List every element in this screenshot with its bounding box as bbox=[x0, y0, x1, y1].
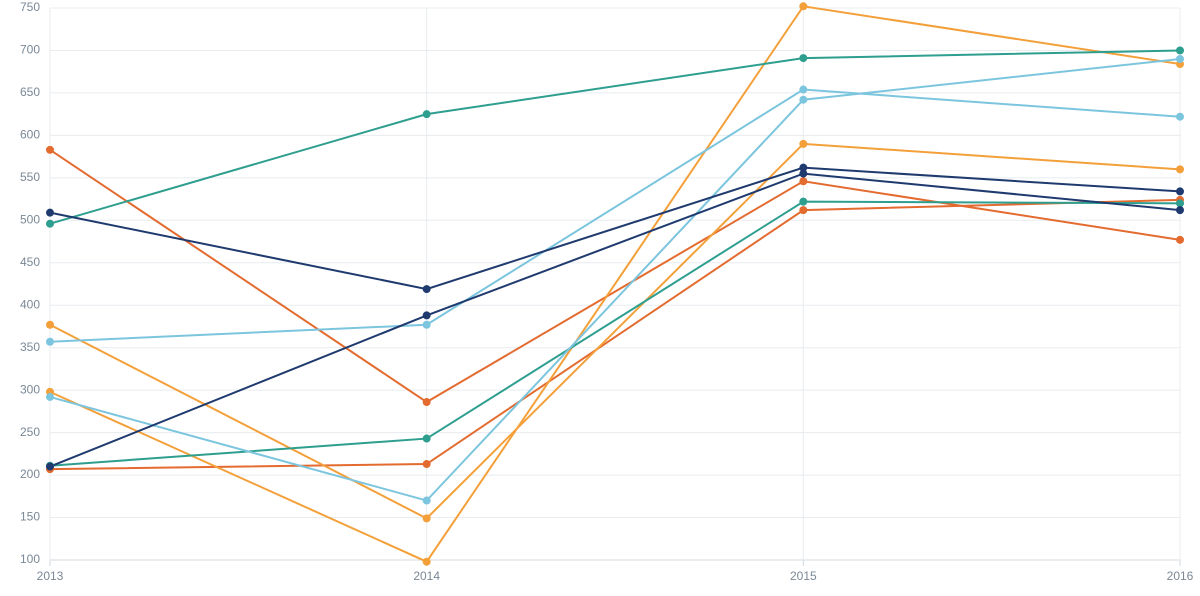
x-tick-label: 2013 bbox=[37, 569, 64, 583]
y-tick-label: 400 bbox=[20, 297, 40, 311]
y-tick-label: 250 bbox=[20, 425, 40, 439]
x-tick-label: 2015 bbox=[790, 569, 817, 583]
y-tick-label: 650 bbox=[20, 85, 40, 99]
y-tick-label: 300 bbox=[20, 382, 40, 396]
series-point-5-2 bbox=[799, 198, 807, 206]
y-tick-label: 450 bbox=[20, 255, 40, 269]
series-point-0-3 bbox=[1176, 236, 1184, 244]
series-point-4-2 bbox=[799, 54, 807, 62]
y-tick-label: 600 bbox=[20, 128, 40, 142]
y-tick-label: 200 bbox=[20, 467, 40, 481]
series-line-6 bbox=[50, 90, 1180, 342]
series-line-7 bbox=[50, 59, 1180, 501]
y-tick-label: 750 bbox=[20, 0, 40, 14]
y-tick-label: 500 bbox=[20, 212, 40, 226]
series-line-8 bbox=[50, 168, 1180, 289]
series-lines bbox=[50, 6, 1180, 561]
series-point-6-3 bbox=[1176, 113, 1184, 121]
y-tick-label: 550 bbox=[20, 170, 40, 184]
y-tick-label: 700 bbox=[20, 43, 40, 57]
series-point-0-2 bbox=[799, 177, 807, 185]
x-tick-label: 2016 bbox=[1167, 569, 1194, 583]
series-point-4-0 bbox=[46, 220, 54, 228]
series-line-2 bbox=[50, 144, 1180, 519]
series-point-3-2 bbox=[799, 2, 807, 10]
series-point-9-0 bbox=[46, 463, 54, 471]
chart-canvas: 100 150 200 250 300 350 400 450 500 550 600 650 700 7… bbox=[0, 0, 1200, 596]
series-point-6-0 bbox=[46, 338, 54, 346]
series-point-9-3 bbox=[1176, 206, 1184, 214]
series-point-8-0 bbox=[46, 209, 54, 217]
series-point-3-1 bbox=[423, 558, 431, 566]
series-point-7-3 bbox=[1176, 55, 1184, 63]
x-tick-label: 2014 bbox=[413, 569, 440, 583]
series-point-5-1 bbox=[423, 435, 431, 443]
line-chart: 100 150 200 250 300 350 400 450 500 550 600 650 700 7… bbox=[0, 0, 1200, 596]
series-point-7-0 bbox=[46, 393, 54, 401]
series-point-2-2 bbox=[799, 140, 807, 148]
series-point-2-1 bbox=[423, 514, 431, 522]
y-tick-label: 150 bbox=[20, 510, 40, 524]
series-point-6-2 bbox=[799, 86, 807, 94]
series-point-4-1 bbox=[423, 110, 431, 118]
series-point-0-1 bbox=[423, 398, 431, 406]
series-point-9-2 bbox=[799, 170, 807, 178]
y-tick-label: 350 bbox=[20, 340, 40, 354]
series-line-3 bbox=[50, 6, 1180, 561]
series-point-7-1 bbox=[423, 497, 431, 505]
series-line-0 bbox=[50, 150, 1180, 402]
series-point-0-0 bbox=[46, 146, 54, 154]
series-point-1-2 bbox=[799, 206, 807, 214]
series-point-9-1 bbox=[423, 311, 431, 319]
series-point-8-1 bbox=[423, 285, 431, 293]
series-point-6-1 bbox=[423, 321, 431, 329]
series-point-2-3 bbox=[1176, 165, 1184, 173]
series-point-1-1 bbox=[423, 460, 431, 468]
y-tick-label: 100 bbox=[20, 552, 40, 566]
series-point-7-2 bbox=[799, 96, 807, 104]
series-point-8-3 bbox=[1176, 187, 1184, 195]
series-point-4-3 bbox=[1176, 46, 1184, 54]
series-point-2-0 bbox=[46, 321, 54, 329]
